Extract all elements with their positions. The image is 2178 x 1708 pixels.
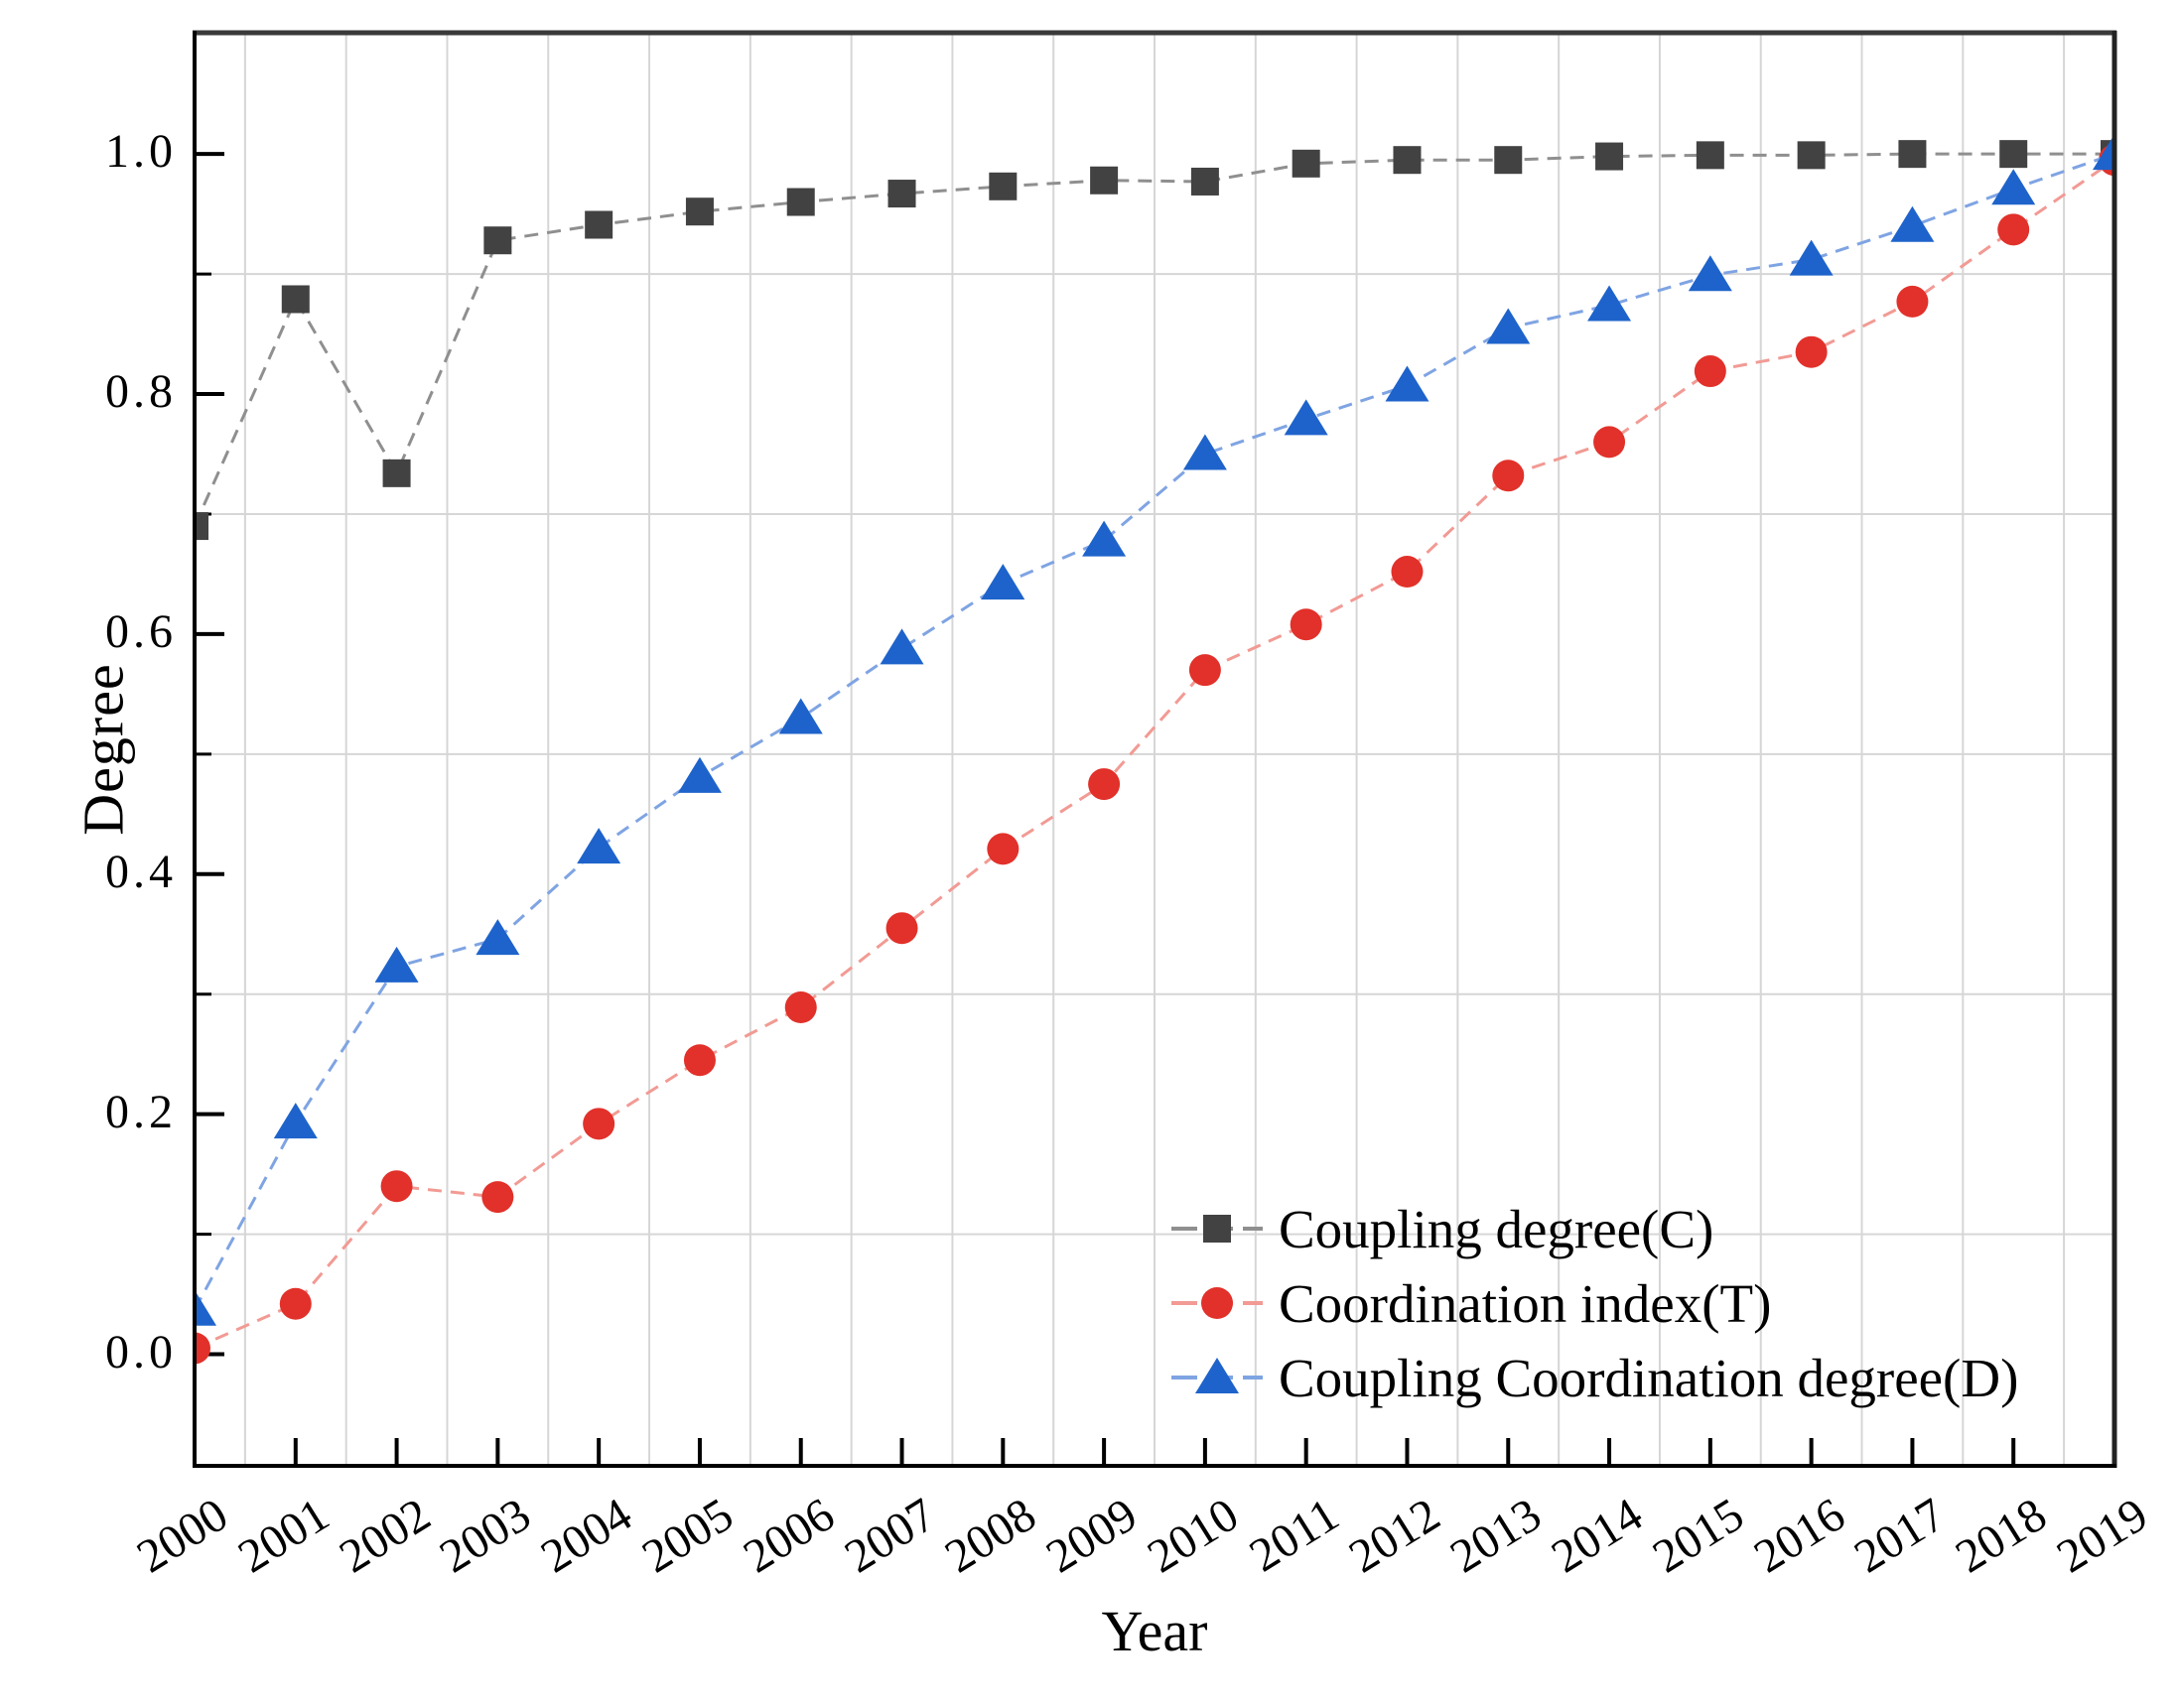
y-axis-title: Degree bbox=[70, 663, 136, 836]
y-tick-label: 0.4 bbox=[105, 845, 177, 898]
legend-triangle-marker-icon bbox=[1171, 1358, 1263, 1393]
legend-item: Coupling Coordination degree(D) bbox=[1169, 1340, 2018, 1415]
legend-item: Coordination index(T) bbox=[1169, 1265, 1771, 1341]
y-tick-label: 0.0 bbox=[105, 1325, 177, 1379]
y-tick-label: 1.0 bbox=[105, 125, 177, 179]
legend-label: Coupling degree(C) bbox=[1279, 1198, 1714, 1259]
plot-border bbox=[193, 30, 2117, 1468]
series-3 bbox=[195, 134, 2114, 1326]
y-tick-label: 0.6 bbox=[105, 604, 177, 658]
legend-label: Coupling Coordination degree(D) bbox=[1279, 1347, 2019, 1408]
gridlines bbox=[195, 33, 2114, 1466]
x-axis-title: Year bbox=[1101, 1599, 1208, 1663]
y-tick-label: 0.2 bbox=[105, 1085, 177, 1138]
legend-square-marker-icon bbox=[1171, 1215, 1263, 1243]
y-tick-label: 0.8 bbox=[105, 365, 177, 419]
legend-item: Coupling degree(C) bbox=[1169, 1191, 1713, 1266]
legend-label: Coordination index(T) bbox=[1279, 1272, 1772, 1334]
series-2 bbox=[195, 144, 2114, 1365]
series-1 bbox=[195, 140, 2114, 541]
legend-circle-marker-icon bbox=[1171, 1287, 1263, 1319]
